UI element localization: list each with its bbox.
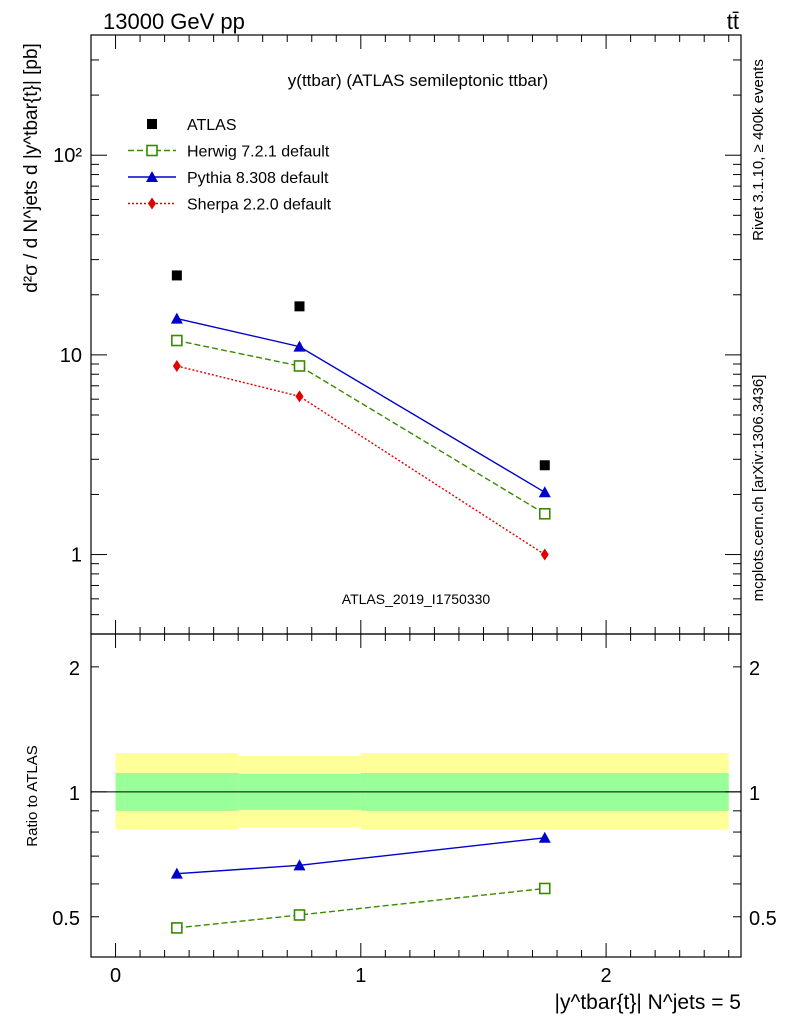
ratio-pythia-point [170,867,183,879]
legend-pythia-marker [146,171,158,182]
main-atlas-point [171,270,182,281]
ratio-y-tick-label-right: 2 [749,658,760,680]
main-sherpa-point [295,390,304,403]
main-sherpa-line [176,365,546,556]
ratio-y-tick-label-right: 0.5 [749,908,777,930]
ratio-pythia-point [538,831,551,843]
main-y-tick-label: 1 [71,545,82,567]
ratio-herwig-point [538,882,551,895]
legend-sherpa-marker [148,197,156,210]
main-sherpa-point [172,359,181,372]
main-sherpa-point [540,548,549,561]
ratio-y-axis-label: Ratio to ATLAS [24,745,41,846]
main-pythia-point [293,340,306,352]
main-pythia-line [176,317,546,493]
main-panel: 1 10 10² ATLAS Herwig 7.2.1 default Pythia 8.… [53,34,742,635]
main-atlas-point [539,460,550,471]
main-herwig-line [176,339,546,515]
watermark: ATLAS_2019_I1750330 [342,591,491,607]
main-y-axis-label: d²σ / d N^jets d |y^tbar{t}| [pb] [21,43,42,293]
legend-pythia-label: Pythia 8.308 default [187,170,329,187]
ratio-herwig-point [171,922,183,934]
x-tick-label: 1 [355,965,366,987]
main-pythia-point [170,312,183,324]
x-tick-label: 2 [601,965,612,987]
legend-herwig-marker [146,144,158,157]
legend-atlas-label: ATLAS [187,117,237,134]
ratio-y-tick-label-left: 0.5 [52,908,80,930]
header-right: tt̄ [727,9,739,34]
ratio-herwig-line [176,887,545,929]
main-pythia-point [538,486,551,498]
legend-atlas-marker [147,119,157,129]
main-atlas-point [294,301,305,312]
ratio-pythia-point [293,859,306,871]
ratio-pythia-line [176,837,545,875]
header-left: 13000 GeV pp [103,9,245,34]
legend-sherpa-label: Sherpa 2.2.0 default [187,197,332,214]
main-title: y(ttbar) (ATLAS semileptonic ttbar) [288,71,548,90]
ratio-y-tick-label-right: 1 [749,783,760,805]
legend-herwig-label: Herwig 7.2.1 default [187,144,330,161]
main-herwig-point [538,507,551,520]
ratio-y-tick-label-left: 2 [69,658,80,680]
main-herwig-point [293,360,306,372]
main-herwig-point [171,334,183,347]
x-axis-label: |y^tbar{t}| N^jets = 5 [555,991,741,1014]
x-tick-label: 0 [110,965,121,987]
main-y-tick-label: 10² [53,145,82,167]
ratio-frame [90,633,742,958]
ratio-y-tick-label-left: 1 [69,783,80,805]
ratio-herwig-point [293,909,306,921]
main-y-tick-label: 10 [60,345,82,367]
mcplots-label: mcplots.cern.ch [arXiv:1306.3436] [750,375,767,602]
rivet-label: Rivet 3.1.10, ≥ 400k events [750,59,767,241]
ratio-panel: 0.5 0.5 1 1 2 2 0 1 2 [52,633,777,987]
